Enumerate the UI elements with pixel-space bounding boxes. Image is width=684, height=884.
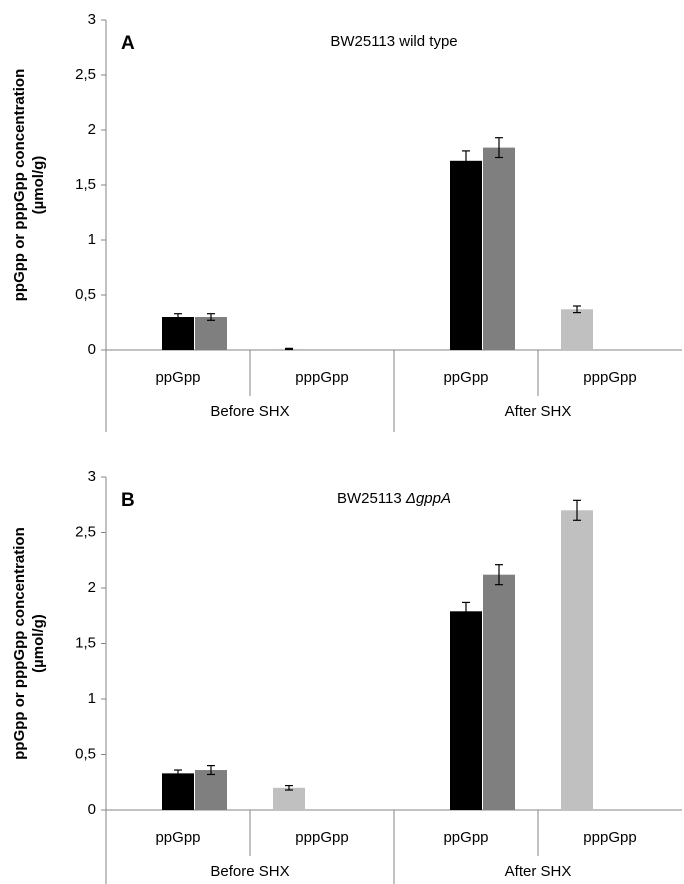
- x-tick-label: ppGpp: [443, 369, 488, 386]
- y-tick-label: 2: [88, 121, 96, 138]
- error-bar: [207, 313, 215, 321]
- bar: [273, 787, 305, 810]
- bar: [195, 317, 227, 350]
- x-tick-label: ppGpp: [443, 829, 488, 846]
- x-tick-label: pppGpp: [295, 829, 348, 846]
- y-axis-label: (µmol/g): [30, 156, 47, 215]
- bar: [561, 510, 593, 810]
- bar: [162, 773, 194, 810]
- y-axis-label: ppGpp or pppGpp concentration: [11, 527, 28, 759]
- error-bar: [462, 150, 470, 172]
- y-tick-label: 1,5: [75, 176, 96, 193]
- title-part: BW25113: [337, 490, 406, 507]
- x-tick-label: ppGpp: [155, 829, 200, 846]
- bar: [450, 160, 482, 350]
- panel-title: BW25113 ΔgppA: [337, 490, 451, 507]
- y-tick-label: 1: [88, 690, 96, 707]
- error-bar: [495, 564, 503, 586]
- error-bar: [174, 769, 182, 778]
- y-tick-label: 3: [88, 468, 96, 485]
- panel-label: A: [121, 33, 135, 54]
- bar: [483, 147, 515, 350]
- title-part: ΔgppA: [405, 490, 451, 507]
- y-tick-label: 2,5: [75, 523, 96, 540]
- bar: [195, 770, 227, 810]
- y-axis-label: ppGpp or pppGpp concentration: [11, 69, 28, 301]
- group-label: After SHX: [505, 863, 572, 880]
- error-bar: [285, 784, 293, 791]
- error-bar: [174, 313, 182, 321]
- panel-label: B: [121, 490, 135, 511]
- y-tick-label: 0,5: [75, 286, 96, 303]
- y-tick-label: 0: [88, 801, 96, 818]
- bar: [483, 574, 515, 810]
- x-tick-label: pppGpp: [295, 369, 348, 386]
- x-tick-label: ppGpp: [155, 369, 200, 386]
- x-tick-label: pppGpp: [583, 829, 636, 846]
- bar: [162, 317, 194, 350]
- x-tick-label: pppGpp: [583, 369, 636, 386]
- error-bar: [285, 347, 293, 351]
- title-part: BW25113 wild type: [330, 33, 457, 50]
- y-tick-label: 0,5: [75, 745, 96, 762]
- y-tick-label: 3: [88, 11, 96, 28]
- error-bar: [207, 764, 215, 776]
- group-label: Before SHX: [210, 403, 289, 420]
- group-label: After SHX: [505, 403, 572, 420]
- error-bar: [573, 305, 581, 314]
- y-tick-label: 1: [88, 231, 96, 248]
- bar: [450, 611, 482, 810]
- y-axis-label: (µmol/g): [30, 614, 47, 673]
- y-tick-label: 2,5: [75, 66, 96, 83]
- y-tick-label: 0: [88, 341, 96, 358]
- panel-title: BW25113 wild type: [330, 33, 457, 50]
- error-bar: [495, 137, 503, 159]
- y-tick-label: 2: [88, 579, 96, 596]
- y-tick-label: 1,5: [75, 634, 96, 651]
- bar: [561, 309, 593, 350]
- group-label: Before SHX: [210, 863, 289, 880]
- error-bar: [573, 499, 581, 521]
- error-bar: [462, 601, 470, 621]
